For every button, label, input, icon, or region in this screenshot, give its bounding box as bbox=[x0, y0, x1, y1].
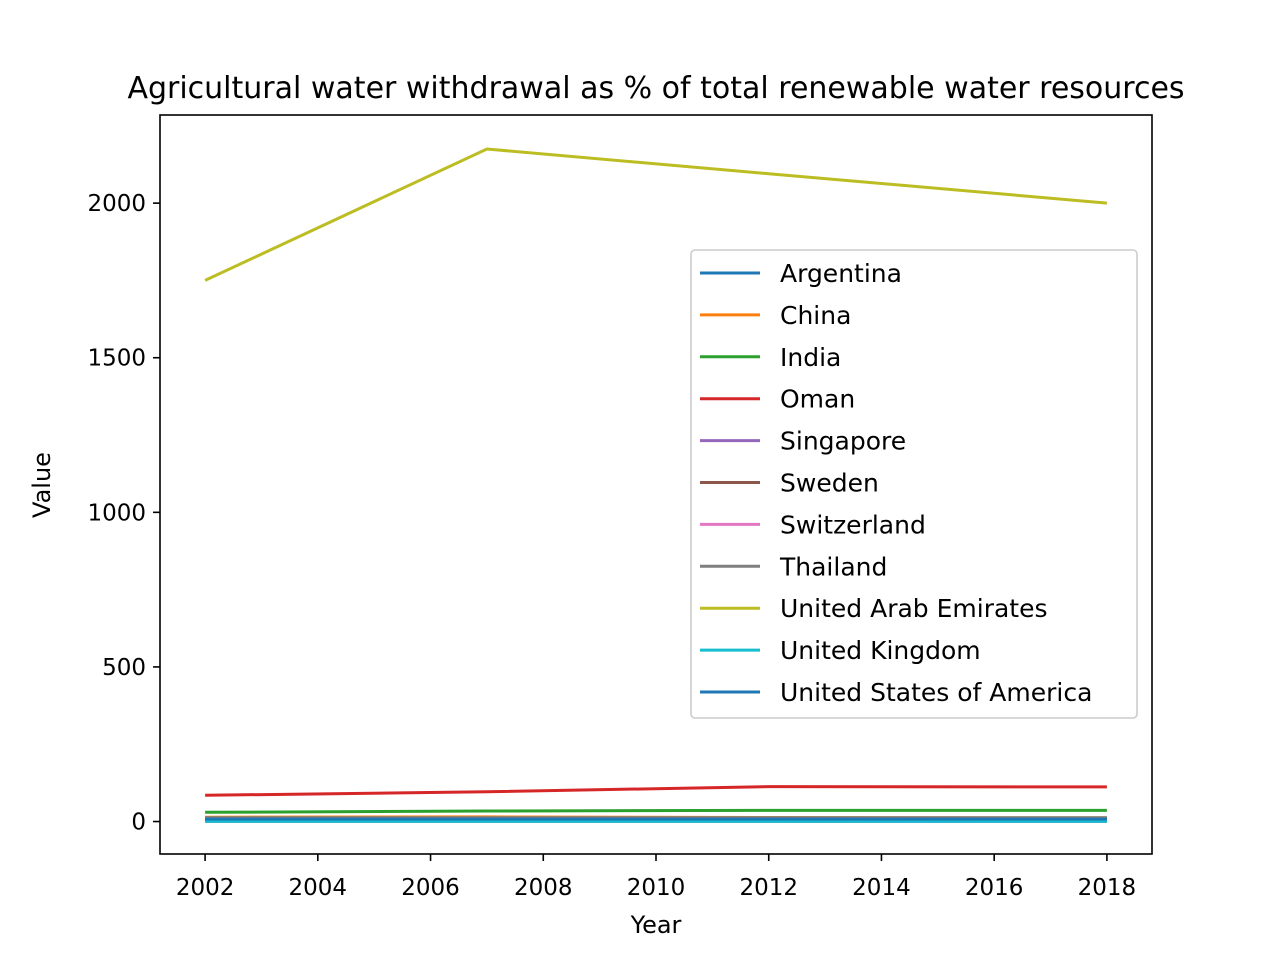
y-tick-label-3: 1500 bbox=[87, 346, 146, 372]
y-tick-label-0: 0 bbox=[131, 810, 146, 836]
legend-label-4: Singapore bbox=[780, 427, 906, 456]
x-tick-label-0: 2002 bbox=[176, 875, 235, 901]
chart-title: Agricultural water withdrawal as % of to… bbox=[127, 71, 1184, 106]
series-line-3 bbox=[205, 785, 1107, 797]
x-axis: 2002 2004 2006 2008 2010 2012 2014 2016 2018 bbox=[176, 854, 1136, 901]
legend-box bbox=[690, 249, 1138, 719]
y-tick-label-4: 2000 bbox=[87, 191, 146, 217]
legend: Argentina China India Oman Singapore Sweden Sw… bbox=[690, 249, 1138, 719]
x-tick-label-3: 2008 bbox=[514, 875, 573, 901]
y-tick-label-2: 1000 bbox=[87, 500, 146, 526]
legend-label-8: United Arab Emirates bbox=[780, 594, 1048, 623]
legend-label-5: Sweden bbox=[780, 469, 879, 498]
x-tick-label-1: 2004 bbox=[289, 875, 348, 901]
legend-label-2: India bbox=[780, 343, 841, 372]
legend-label-9: United Kingdom bbox=[780, 636, 981, 665]
legend-label-1: China bbox=[780, 301, 851, 330]
series-line-2 bbox=[205, 808, 1107, 814]
series-line-8 bbox=[204, 147, 1108, 282]
x-tick-label-4: 2010 bbox=[627, 875, 686, 901]
y-axis-label: Value bbox=[28, 452, 56, 518]
x-tick-label-5: 2012 bbox=[739, 875, 798, 901]
legend-label-0: Argentina bbox=[780, 259, 902, 288]
legend-label-10: United States of America bbox=[780, 678, 1092, 707]
legend-label-3: Oman bbox=[780, 385, 855, 414]
y-axis: 0 500 1000 1500 2000 bbox=[87, 191, 160, 836]
legend-label-6: Switzerland bbox=[780, 510, 926, 539]
x-tick-label-2: 2006 bbox=[401, 875, 460, 901]
x-tick-label-6: 2014 bbox=[852, 875, 911, 901]
x-tick-label-7: 2016 bbox=[965, 875, 1024, 901]
plot-lines bbox=[204, 147, 1108, 823]
legend-label-7: Thailand bbox=[779, 552, 887, 581]
x-axis-label: Year bbox=[630, 911, 682, 939]
y-tick-label-1: 500 bbox=[102, 655, 146, 681]
x-tick-label-8: 2018 bbox=[1078, 875, 1137, 901]
